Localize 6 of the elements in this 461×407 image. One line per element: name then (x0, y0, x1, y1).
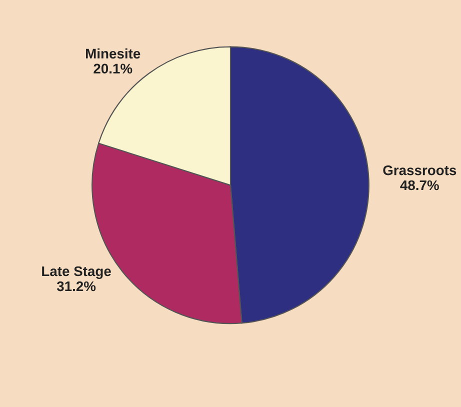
data-label: 48.7% (400, 180, 439, 190)
data-label: 20.1% (94, 64, 132, 74)
slice-label: Minesite (86, 48, 140, 59)
slice-label: Grassroots (383, 165, 456, 176)
slice-label: Late Stage (42, 266, 111, 279)
data-label: 31.2% (56, 281, 96, 292)
